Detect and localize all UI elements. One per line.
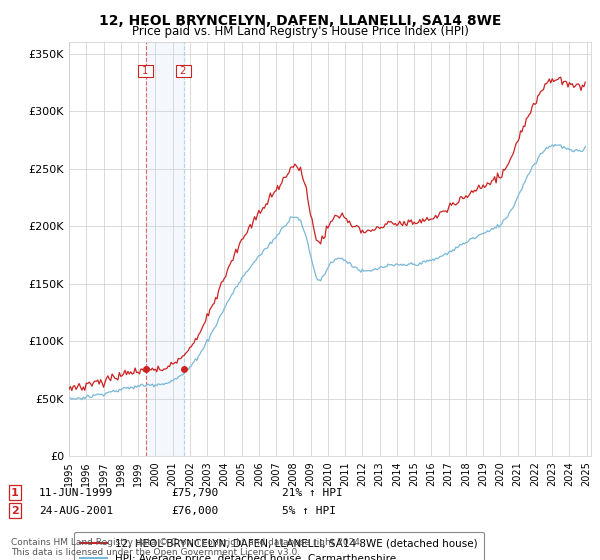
Text: Price paid vs. HM Land Registry's House Price Index (HPI): Price paid vs. HM Land Registry's House … [131,25,469,38]
Text: 24-AUG-2001: 24-AUG-2001 [39,506,113,516]
Legend: 12, HEOL BRYNCELYN, DAFEN, LLANELLI, SA14 8WE (detached house), HPI: Average pri: 12, HEOL BRYNCELYN, DAFEN, LLANELLI, SA1… [74,532,484,560]
Text: 2: 2 [178,66,190,76]
Text: Contains HM Land Registry data © Crown copyright and database right 2024.
This d: Contains HM Land Registry data © Crown c… [11,538,362,557]
Text: 5% ↑ HPI: 5% ↑ HPI [282,506,336,516]
Text: £76,000: £76,000 [171,506,218,516]
Text: 2: 2 [11,506,19,516]
Text: 11-JUN-1999: 11-JUN-1999 [39,488,113,498]
Bar [146,42,184,456]
Text: 1: 1 [139,66,152,76]
Text: £75,790: £75,790 [171,488,218,498]
Text: 21% ↑ HPI: 21% ↑ HPI [282,488,343,498]
Text: 1: 1 [11,488,19,498]
Text: 12, HEOL BRYNCELYN, DAFEN, LLANELLI, SA14 8WE: 12, HEOL BRYNCELYN, DAFEN, LLANELLI, SA1… [99,14,501,28]
